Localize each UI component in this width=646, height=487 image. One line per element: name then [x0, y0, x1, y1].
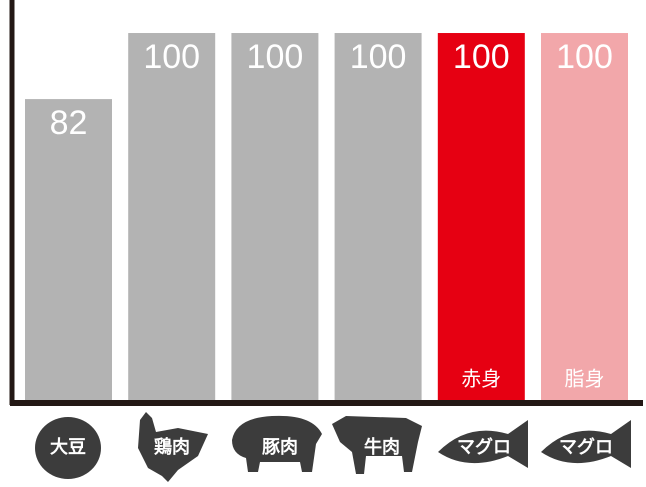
bar — [25, 99, 112, 400]
value-label: 100 — [453, 38, 510, 76]
bar — [231, 33, 319, 400]
cow-icon — [332, 416, 422, 474]
bar — [437, 33, 525, 400]
x-tick-label: マグロ — [457, 436, 511, 458]
pig-icon — [232, 415, 322, 472]
value-label: 100 — [350, 38, 407, 76]
x-tick-label: 牛肉 — [364, 436, 400, 458]
chicken-icon — [138, 412, 208, 482]
bar-inner-label: 脂身 — [565, 367, 605, 391]
x-tick-label: 豚肉 — [262, 436, 298, 458]
bar — [334, 33, 422, 400]
value-label: 100 — [556, 38, 613, 76]
bar — [541, 33, 628, 400]
x-tick-label: 大豆 — [50, 436, 86, 458]
bar-inner-label: 赤身 — [461, 367, 501, 391]
x-tick-label: 鶏肉 — [154, 436, 190, 458]
value-label: 100 — [143, 38, 200, 76]
x-tick-label: マグロ — [559, 436, 613, 458]
fish-icon — [438, 420, 528, 468]
value-label: 82 — [50, 104, 88, 142]
icons — [35, 412, 631, 482]
bar — [128, 33, 216, 400]
fish-icon — [541, 420, 631, 468]
value-label: 100 — [247, 38, 304, 76]
bean-icon — [35, 417, 101, 479]
